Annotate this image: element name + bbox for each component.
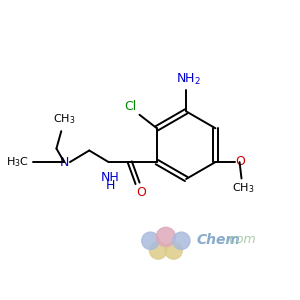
Circle shape (172, 232, 190, 250)
Text: CH$_3$: CH$_3$ (53, 112, 75, 126)
Text: .com: .com (226, 233, 256, 246)
Text: O: O (236, 154, 246, 168)
Circle shape (149, 242, 167, 259)
Text: N: N (60, 156, 69, 169)
Text: CH$_3$: CH$_3$ (232, 182, 255, 195)
Text: H: H (106, 179, 115, 193)
Text: Cl: Cl (124, 100, 136, 113)
Text: Chem: Chem (197, 233, 241, 247)
Circle shape (165, 242, 182, 259)
Text: H$_3$C: H$_3$C (7, 155, 29, 169)
Text: NH$_2$: NH$_2$ (176, 72, 201, 87)
Text: NH: NH (101, 171, 120, 184)
Circle shape (156, 227, 176, 247)
Text: O: O (136, 186, 146, 199)
Circle shape (142, 232, 159, 250)
